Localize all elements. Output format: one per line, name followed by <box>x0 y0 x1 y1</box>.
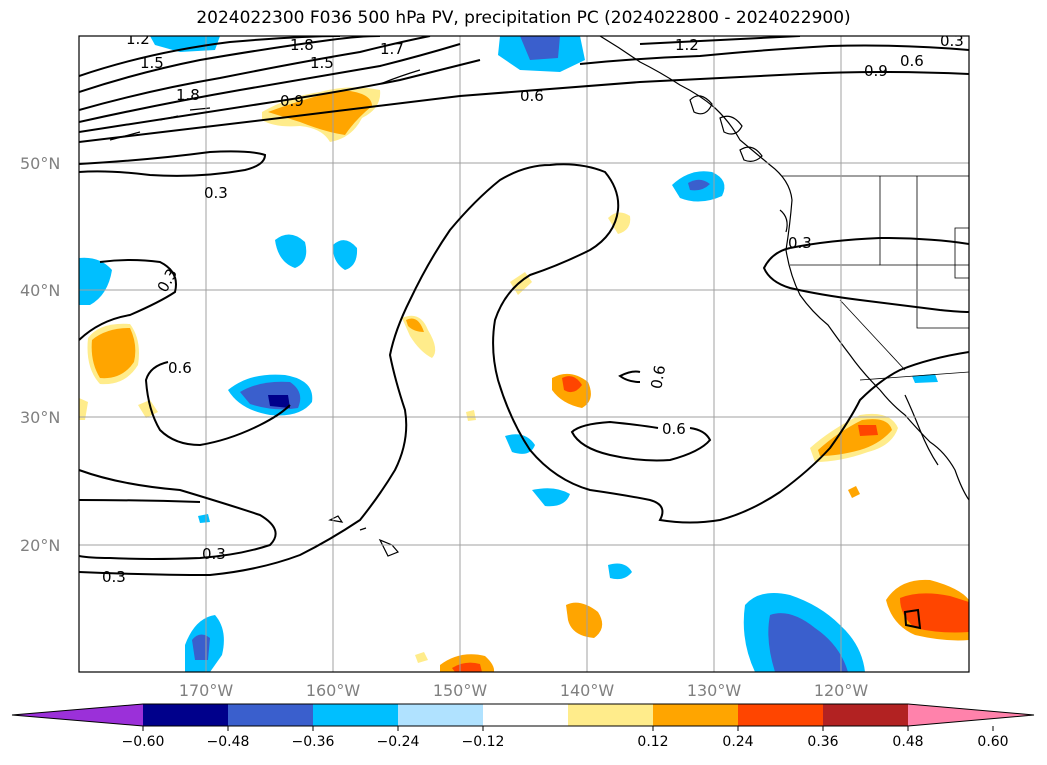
contour-label: 1.8 <box>290 36 314 54</box>
colorbar-segment <box>653 704 738 726</box>
precip-neg-patch <box>268 395 290 408</box>
precip-neg-patch <box>608 563 632 580</box>
lat-label: 30°N <box>20 408 60 427</box>
colorbar-tick-label: −0.36 <box>292 734 335 750</box>
colorbar-tick-label: 0.12 <box>637 734 668 750</box>
colorbar-tick-label: −0.24 <box>377 734 420 750</box>
precip-pos-patch <box>79 398 88 420</box>
contour-label: 1.8 <box>176 86 200 104</box>
contour-label: 1.5 <box>310 54 334 72</box>
precip-pos-patch <box>848 486 860 498</box>
contour-label: 0.9 <box>280 92 304 110</box>
precip-neg-patch <box>768 613 848 672</box>
lat-label: 20°N <box>20 536 60 555</box>
colorbar-segment <box>483 704 568 726</box>
precip-neg-patch <box>275 234 307 268</box>
colorbar-tick-label: 0.48 <box>892 734 923 750</box>
precip-pos-patch <box>566 602 603 638</box>
contour-label: 0.3 <box>788 234 812 252</box>
precip-pos-patch <box>466 410 476 421</box>
contour-label: 0.6 <box>168 359 192 377</box>
precip-neg-patch <box>520 36 560 60</box>
contour-label: 0.6 <box>662 420 686 438</box>
precip-pos-patch <box>415 652 428 663</box>
precip-neg-patch <box>150 36 220 52</box>
colorbar-segment <box>738 704 823 726</box>
contour-label: 1.2 <box>126 30 150 48</box>
lon-label: 140°W <box>560 681 615 700</box>
lon-label: 120°W <box>814 681 869 700</box>
precip-pos-patch <box>608 212 631 234</box>
lat-label: 40°N <box>20 281 60 300</box>
gridlines <box>79 36 969 672</box>
precip-neg-patch <box>688 179 710 191</box>
colorbar-tick-label: 0.36 <box>807 734 838 750</box>
contour-label-group: 1.2 1.8 1.5 1.7 1.5 1.8 0.9 0.6 1.2 0.9 … <box>102 30 964 586</box>
precip-neg-patch <box>332 240 358 270</box>
precip-pos-patch <box>858 425 878 436</box>
colorbar-segment <box>823 704 908 726</box>
lon-label: 160°W <box>306 681 361 700</box>
pv-contours <box>79 36 969 630</box>
lat-label: 50°N <box>20 154 60 173</box>
precip-neg-patch <box>198 514 210 523</box>
political-borders <box>782 175 969 381</box>
map-border <box>78 35 970 673</box>
contour-label: 0.6 <box>900 52 924 70</box>
colorbar-segment <box>228 704 313 726</box>
colorbar-tick-label: −0.12 <box>462 734 505 750</box>
contour-label: 0.3 <box>102 568 126 586</box>
colorbar-segment <box>568 704 653 726</box>
contour-label: 0.3 <box>940 32 964 50</box>
colorbar-tick-label: 0.24 <box>722 734 753 750</box>
colorbar-tick-label: −0.60 <box>122 734 165 750</box>
contour-label: 1.5 <box>140 54 164 72</box>
precip-neg-patch <box>192 634 210 660</box>
lon-label: 150°W <box>433 681 488 700</box>
colorbar-tick-label: 0.60 <box>977 734 1008 750</box>
precip-pos-patch <box>562 376 582 393</box>
colorbar-segment <box>313 704 398 726</box>
map-title: 2024022300 F036 500 hPa PV, precipitatio… <box>196 8 851 28</box>
colorbar: −0.60 −0.48 −0.36 −0.24 −0.12 0.12 0.24 0.36 0.4… <box>11 703 1035 750</box>
contour-label: 0.3 <box>204 184 228 202</box>
colorbar-extend-min <box>12 704 143 726</box>
precip-neg-patch <box>79 257 112 305</box>
precip-anomaly-fill <box>79 36 969 672</box>
precip-neg-patch <box>912 374 938 383</box>
lon-label: 170°W <box>179 681 234 700</box>
contour-label: 0.6 <box>647 364 669 391</box>
contour-label: 1.7 <box>380 40 404 58</box>
contour-label: 0.9 <box>864 62 888 80</box>
map-area: 1.2 1.8 1.5 1.7 1.5 1.8 0.9 0.6 1.2 0.9 … <box>79 30 969 672</box>
latitude-labels: 50°N 40°N 30°N 20°N <box>20 154 60 555</box>
colorbar-segment <box>398 704 483 726</box>
precip-neg-patch <box>532 488 570 507</box>
contour-label: 1.2 <box>675 36 699 54</box>
colorbar-extend-max <box>908 704 1034 726</box>
longitude-labels: 170°W 160°W 150°W 140°W 130°W 120°W <box>179 681 869 700</box>
contour-label: 0.3 <box>202 545 226 563</box>
precip-pos-patch <box>406 318 424 332</box>
contour-label: 0.6 <box>520 87 544 105</box>
colorbar-segment <box>143 704 228 726</box>
precip-neg-patch <box>505 434 535 454</box>
lon-label: 130°W <box>687 681 742 700</box>
precip-pos-patch <box>91 328 136 379</box>
precip-pos-patch <box>900 593 969 633</box>
colorbar-tick-label: −0.48 <box>207 734 250 750</box>
